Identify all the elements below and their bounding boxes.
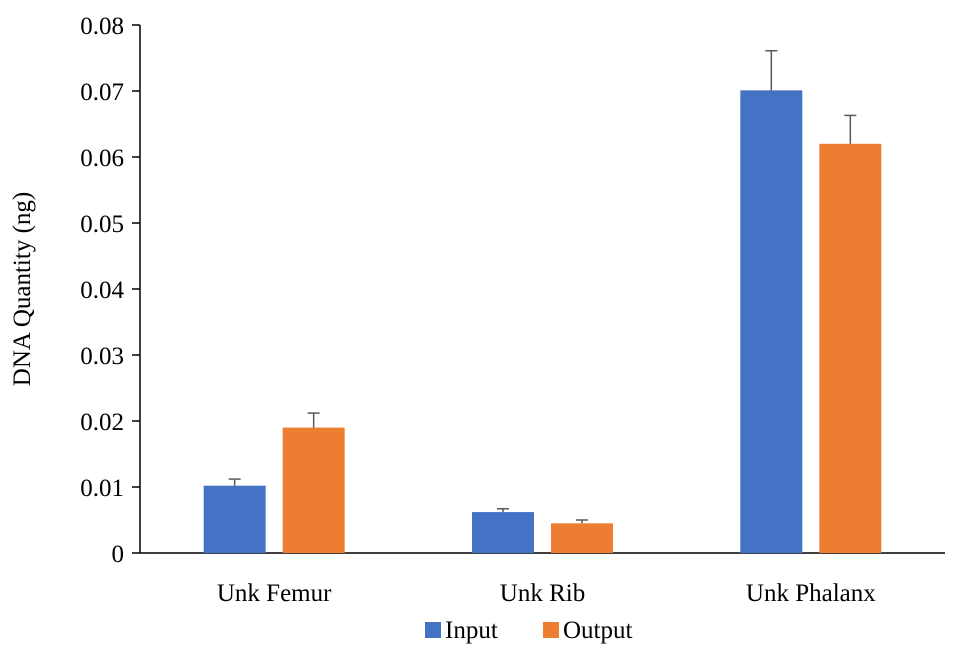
bar-input	[740, 90, 803, 553]
legend-swatch-output	[543, 622, 559, 638]
y-tick-label: 0.04	[80, 277, 124, 304]
y-tick-label: 0.06	[80, 145, 124, 172]
x-tick-label: Unk Rib	[500, 580, 585, 607]
bar-input	[203, 485, 266, 553]
y-tick-label: 0	[112, 541, 125, 568]
y-tick-label: 0.07	[80, 79, 124, 106]
y-tick-label: 0.05	[80, 211, 124, 238]
bar-input	[472, 512, 534, 553]
bars	[203, 49, 882, 554]
y-axis-title: DNA Quantity (ng)	[9, 192, 36, 386]
y-tick-label: 0.01	[80, 475, 124, 502]
legend-label-input: Input	[445, 617, 498, 644]
x-tick-label: Unk Phalanx	[746, 580, 876, 607]
x-axis: Unk Femur Unk Rib Unk Phalanx	[140, 552, 945, 607]
y-tick-label: 0.08	[80, 13, 124, 40]
y-axis: 0 0.01 0.02 0.03 0.04 0.05 0.06 0.07 0.08	[80, 13, 141, 568]
legend-label-output: Output	[563, 617, 633, 644]
bar-output	[819, 143, 882, 554]
bar-output	[282, 427, 345, 553]
y-tick-label: 0.03	[80, 343, 124, 370]
legend: Input Output	[425, 617, 633, 644]
legend-swatch-input	[425, 622, 441, 638]
x-tick-label: Unk Femur	[217, 580, 332, 607]
bar-output	[551, 523, 613, 553]
y-tick-label: 0.02	[80, 409, 124, 436]
